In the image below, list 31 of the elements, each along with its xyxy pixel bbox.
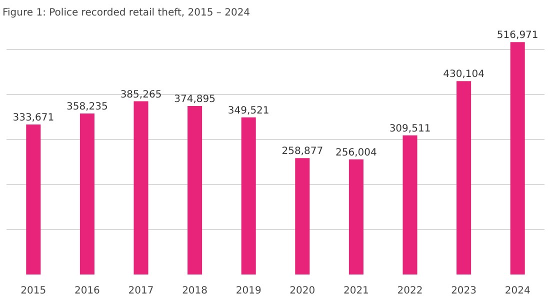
data-label: 374,895 (174, 94, 216, 105)
chart-title: Figure 1: Police recorded retail theft, 2015 – 2024 (2, 8, 250, 18)
bar (456, 81, 472, 274)
bar (80, 113, 94, 274)
x-tick-label: 2023 (451, 286, 477, 296)
x-tick-label: 2017 (128, 286, 154, 296)
data-label: 516,971 (496, 30, 538, 42)
data-label: 430,104 (443, 69, 484, 80)
bar (402, 135, 418, 274)
bar (188, 106, 202, 274)
bar (510, 42, 525, 274)
x-tick-label: 2019 (236, 286, 262, 296)
bar (348, 159, 364, 274)
data-label: 256,004 (336, 147, 377, 158)
x-tick-label: 2015 (20, 286, 46, 296)
x-tick-label: 2020 (290, 286, 316, 296)
data-label: 349,521 (228, 105, 270, 116)
x-tick-label: 2021 (343, 286, 369, 296)
x-tick-label: 2024 (504, 286, 530, 296)
data-label: 333,671 (12, 112, 54, 124)
bar (26, 124, 41, 274)
x-tick-label: 2022 (397, 286, 423, 296)
bar (241, 117, 256, 274)
bar (134, 101, 148, 274)
x-tick-label: 2018 (182, 286, 208, 296)
bar (295, 158, 310, 274)
data-label: 385,265 (120, 89, 162, 100)
data-label: 309,511 (389, 123, 431, 134)
x-tick-label: 2016 (74, 286, 100, 296)
data-label: 358,235 (66, 101, 108, 112)
data-label: 258,877 (282, 146, 324, 158)
